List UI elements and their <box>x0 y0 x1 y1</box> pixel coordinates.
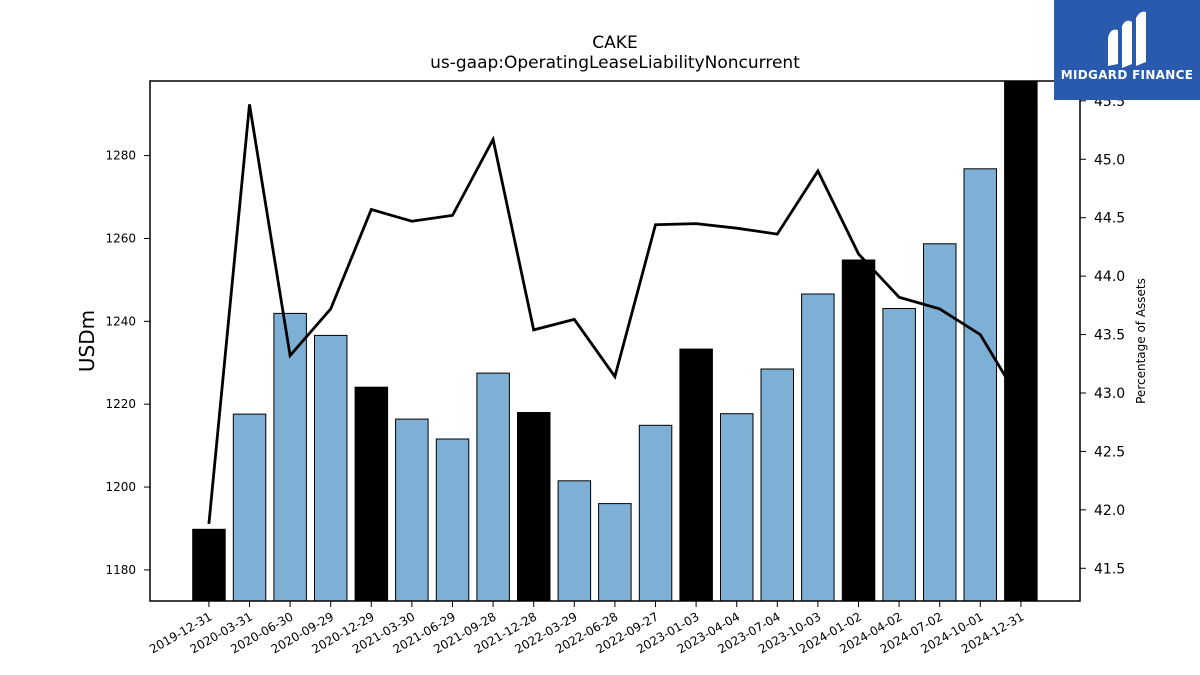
bar <box>1004 80 1038 602</box>
bar <box>760 368 794 602</box>
y2-axis-ticks: 41.542.042.543.043.544.044.545.045.5 <box>1080 94 1125 577</box>
brand-name: MIDGARD FINANCE <box>1060 68 1194 82</box>
chart-title-group: CAKE us-gaap:OperatingLeaseLiabilityNonc… <box>430 33 800 73</box>
chart-title: CAKE <box>592 33 637 53</box>
bar <box>923 243 957 602</box>
bar <box>598 503 632 602</box>
bar <box>679 348 713 602</box>
bar <box>517 412 551 602</box>
bar <box>232 413 267 602</box>
y2-tick-label: 41.5 <box>1094 561 1125 577</box>
bar <box>192 528 226 602</box>
y-axis-label: USDm <box>75 310 99 372</box>
y-tick-label: 1220 <box>105 397 136 411</box>
line-series <box>207 104 1023 525</box>
y-tick-label: 1180 <box>105 563 136 577</box>
bar <box>273 312 307 602</box>
y2-tick-label: 42.5 <box>1094 444 1125 460</box>
bar <box>557 480 592 602</box>
y-tick-label: 1280 <box>105 149 136 163</box>
bar <box>314 334 348 602</box>
y-tick-label: 1200 <box>105 480 136 494</box>
bar <box>841 259 876 602</box>
y2-tick-label: 43.0 <box>1094 386 1125 402</box>
bar <box>476 372 510 602</box>
bar-series <box>192 80 1038 602</box>
brand-logo: MIDGARD FINANCE <box>1054 0 1200 100</box>
y2-tick-label: 45.0 <box>1094 152 1125 168</box>
bar <box>882 308 916 602</box>
y-tick-label: 1240 <box>105 314 136 328</box>
y2-axis-label: Percentage of Assets <box>1134 278 1148 404</box>
y2-tick-label: 44.5 <box>1094 211 1125 227</box>
y2-tick-label: 43.5 <box>1094 328 1125 344</box>
y2-tick-label: 42.0 <box>1094 503 1125 519</box>
bar <box>435 438 470 602</box>
bar <box>720 413 754 602</box>
bar <box>963 168 997 602</box>
y2-tick-label: 44.0 <box>1094 269 1125 285</box>
chart-subtitle: us-gaap:OperatingLeaseLiabilityNoncurren… <box>430 53 800 73</box>
y-axis-ticks: 1180 1200 1220 1240 1260 1280 <box>105 149 150 577</box>
x-axis-ticks: 2019-12-312020-03-312020-06-302020-09-29… <box>147 601 1026 656</box>
bar <box>354 386 389 602</box>
bar <box>801 293 835 602</box>
bar <box>395 418 429 602</box>
y-tick-label: 1260 <box>105 231 136 245</box>
bar <box>638 424 673 602</box>
midgard-logo-icon <box>1108 11 1146 68</box>
line-path <box>207 104 1023 525</box>
